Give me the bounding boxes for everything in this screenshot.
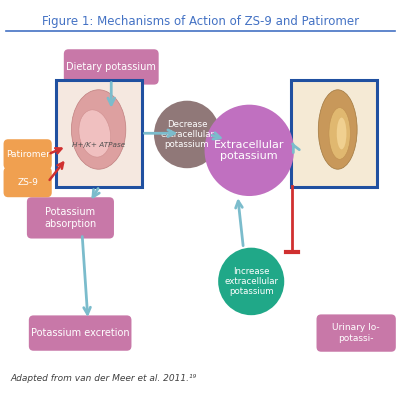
Text: Potassium excretion: Potassium excretion	[31, 328, 130, 338]
FancyBboxPatch shape	[56, 80, 142, 187]
Text: Extracellular
potassium: Extracellular potassium	[214, 140, 284, 161]
Text: Decrease
extracellular
potassium: Decrease extracellular potassium	[160, 120, 214, 149]
Ellipse shape	[337, 118, 346, 149]
Text: H+/K+ ATPase: H+/K+ ATPase	[72, 142, 125, 148]
FancyBboxPatch shape	[291, 80, 377, 187]
FancyBboxPatch shape	[64, 49, 159, 85]
FancyBboxPatch shape	[29, 315, 132, 351]
Ellipse shape	[154, 101, 220, 168]
FancyBboxPatch shape	[4, 167, 52, 197]
Ellipse shape	[318, 90, 357, 169]
Text: Adapted from van der Meer et al. 2011.¹⁹: Adapted from van der Meer et al. 2011.¹⁹	[10, 374, 196, 383]
Ellipse shape	[204, 105, 294, 196]
FancyBboxPatch shape	[4, 139, 52, 170]
Ellipse shape	[218, 248, 284, 315]
Text: Urinary lo-
potassi-: Urinary lo- potassi-	[332, 323, 380, 343]
Text: ZS-9: ZS-9	[17, 178, 38, 187]
Text: Potassium
absorption: Potassium absorption	[44, 207, 96, 229]
Text: Increase
extracellular
potassium: Increase extracellular potassium	[224, 266, 278, 296]
Ellipse shape	[71, 90, 126, 169]
Ellipse shape	[329, 108, 350, 159]
FancyBboxPatch shape	[316, 314, 396, 352]
Ellipse shape	[79, 110, 110, 157]
Text: Dietary potassium: Dietary potassium	[66, 62, 156, 72]
Text: Patiromer: Patiromer	[6, 150, 50, 159]
FancyBboxPatch shape	[27, 197, 114, 238]
Text: Figure 1: Mechanisms of Action of ZS-9 and Patiromer: Figure 1: Mechanisms of Action of ZS-9 a…	[42, 15, 359, 28]
